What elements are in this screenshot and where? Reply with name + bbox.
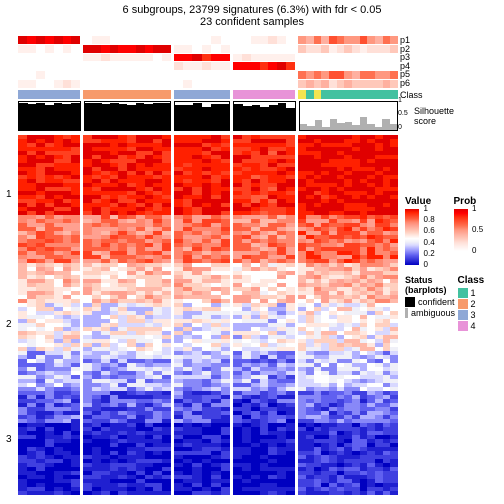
- status-legend-items: confidentambiguous: [405, 297, 455, 318]
- status-legend: Status (barplots) confidentambiguous: [405, 269, 455, 319]
- value-legend-title: Value: [405, 196, 451, 207]
- probability-annotation-rows: [18, 36, 398, 88]
- prob-colorbar: [454, 209, 468, 251]
- title-line-2: 23 confident samples: [0, 16, 504, 28]
- silhouette-axis-label: Silhouette score: [414, 106, 454, 126]
- value-colorbar-ticks: 10.80.60.40.20: [422, 209, 442, 265]
- class-legend: Class 1234: [458, 269, 498, 332]
- prob-legend: Prob 10.50: [454, 190, 498, 251]
- class-legend-items: 1234: [458, 288, 498, 331]
- status-legend-title: Status (barplots): [405, 275, 455, 295]
- silhouette-barplot-row: [18, 101, 398, 131]
- title-line-1: 6 subgroups, 23799 signatures (6.3%) wit…: [0, 4, 504, 16]
- main-plot-area: p1p2p3p4p5p6 Class 1 0.5 0 Silhouette sc…: [18, 36, 398, 496]
- probability-row-labels: p1p2p3p4p5p6: [400, 36, 410, 87]
- main-heatmap: [18, 135, 398, 495]
- class-row-label: Class: [400, 90, 423, 100]
- class-annotation-row: [18, 90, 398, 99]
- legend-area: Value 10.80.60.40.20 Prob 10.50 Status (…: [405, 190, 500, 336]
- title-area: 6 subgroups, 23799 signatures (6.3%) wit…: [0, 0, 504, 30]
- value-colorbar: [405, 209, 419, 265]
- class-legend-title: Class: [458, 275, 498, 286]
- value-legend: Value 10.80.60.40.20: [405, 190, 451, 265]
- prob-colorbar-ticks: 10.50: [470, 209, 490, 251]
